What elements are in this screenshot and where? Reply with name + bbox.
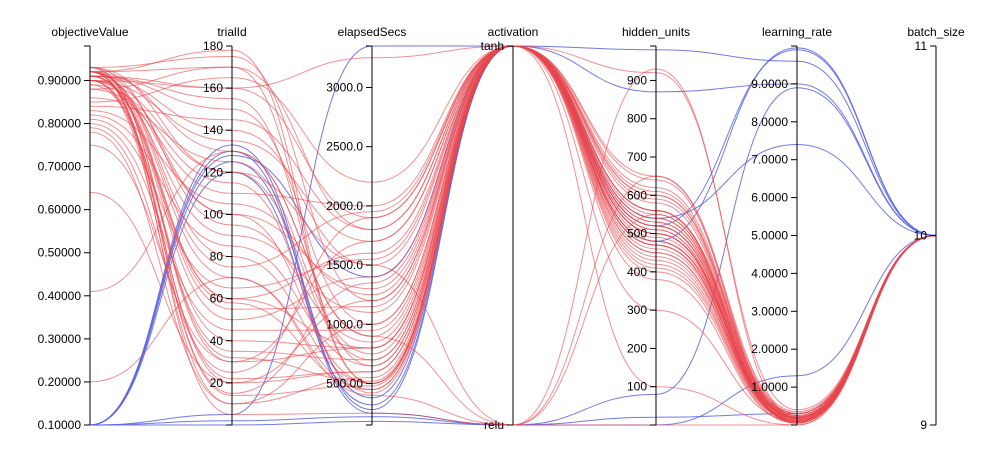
tick-label: 60 — [210, 292, 224, 306]
tick-label: 5.0000 — [751, 229, 788, 243]
axes-layer: objectiveValue 0.10000 0.20000 0.30000 0.400… — [38, 25, 965, 432]
tick-label: 800 — [627, 112, 647, 126]
tick-label: 7.0000 — [751, 153, 788, 167]
tick-label: 500 — [627, 227, 647, 241]
axis-trialId[interactable]: trialId 20 40 60 80 100 120 140 160 180 — [203, 25, 247, 426]
axis-title: elapsedSecs — [338, 25, 407, 39]
axis-title: batch_size — [907, 25, 965, 39]
tick-label: 8.0000 — [751, 115, 788, 129]
axis-objectiveValue[interactable]: objectiveValue 0.10000 0.20000 0.30000 0.400… — [38, 25, 129, 432]
tick-label: 4.0000 — [751, 266, 788, 280]
tick-label: 9 — [920, 418, 927, 432]
axis-title: learning_rate — [762, 25, 832, 39]
tick-label: 0.90000 — [38, 73, 82, 87]
tick-label: 9.0000 — [751, 77, 788, 91]
axis-elapsedSecs[interactable]: elapsedSecs 500.00 1000.0 1500.0 2000.0 2500.… — [326, 25, 407, 426]
tick-label: 10 — [914, 229, 928, 243]
tick-label: 200 — [627, 341, 647, 355]
tick-label: 20 — [210, 376, 224, 390]
tick-label: 0.40000 — [38, 289, 82, 303]
tick-label: 1000.0 — [326, 317, 363, 331]
axis-title: hidden_units — [622, 25, 690, 39]
axis-title: objectiveValue — [51, 25, 128, 39]
axis-learning_rate[interactable]: learning_rate 1.0000 2.0000 3.0000 4.0000 5.0… — [751, 25, 832, 426]
axis-activation[interactable]: activation relu tanh — [481, 25, 539, 432]
tick-label: 6.0000 — [751, 191, 788, 205]
axis-title: trialId — [217, 25, 246, 39]
tick-label: 80 — [210, 250, 224, 264]
tick-label: tanh — [481, 39, 504, 53]
tick-label: 100 — [203, 207, 223, 221]
tick-label: 1.0000 — [751, 380, 788, 394]
tick-label: 100 — [627, 380, 647, 394]
tick-label: 160 — [203, 81, 223, 95]
tick-label: 140 — [203, 123, 223, 137]
tick-label: 40 — [210, 334, 224, 348]
tick-label: 120 — [203, 165, 223, 179]
tick-label: 0.20000 — [38, 375, 82, 389]
tick-label: 2000.0 — [326, 199, 363, 213]
tick-label: 0.50000 — [38, 246, 82, 260]
trial-line — [89, 45, 937, 426]
tick-label: 0.10000 — [38, 418, 82, 432]
tick-label: 2500.0 — [326, 140, 363, 154]
tick-label: 0.80000 — [38, 117, 82, 131]
tick-label: 180 — [203, 39, 223, 53]
tick-label: 400 — [627, 265, 647, 279]
trial-line — [89, 45, 937, 413]
tick-label: 0.60000 — [38, 203, 82, 217]
axis-title: activation — [488, 25, 539, 39]
tick-label: 700 — [627, 150, 647, 164]
tick-label: 600 — [627, 188, 647, 202]
tick-label: relu — [484, 418, 504, 432]
tick-label: 1500.0 — [326, 258, 363, 272]
tick-label: 0.30000 — [38, 332, 82, 346]
axis-batch_size[interactable]: batch_size 9 10 11 — [907, 25, 965, 432]
tick-label: 500.00 — [326, 377, 363, 391]
tick-label: 300 — [627, 303, 647, 317]
tick-label: 3000.0 — [326, 80, 363, 94]
tick-label: 11 — [915, 39, 928, 53]
tick-label: 2.0000 — [751, 342, 788, 356]
tick-label: 0.70000 — [38, 160, 82, 174]
tick-label: 900 — [627, 73, 647, 87]
axis-hidden_units[interactable]: hidden_units 100 200 300 400 500 600 700 800 900 — [622, 25, 690, 426]
tick-label: 3.0000 — [751, 304, 788, 318]
